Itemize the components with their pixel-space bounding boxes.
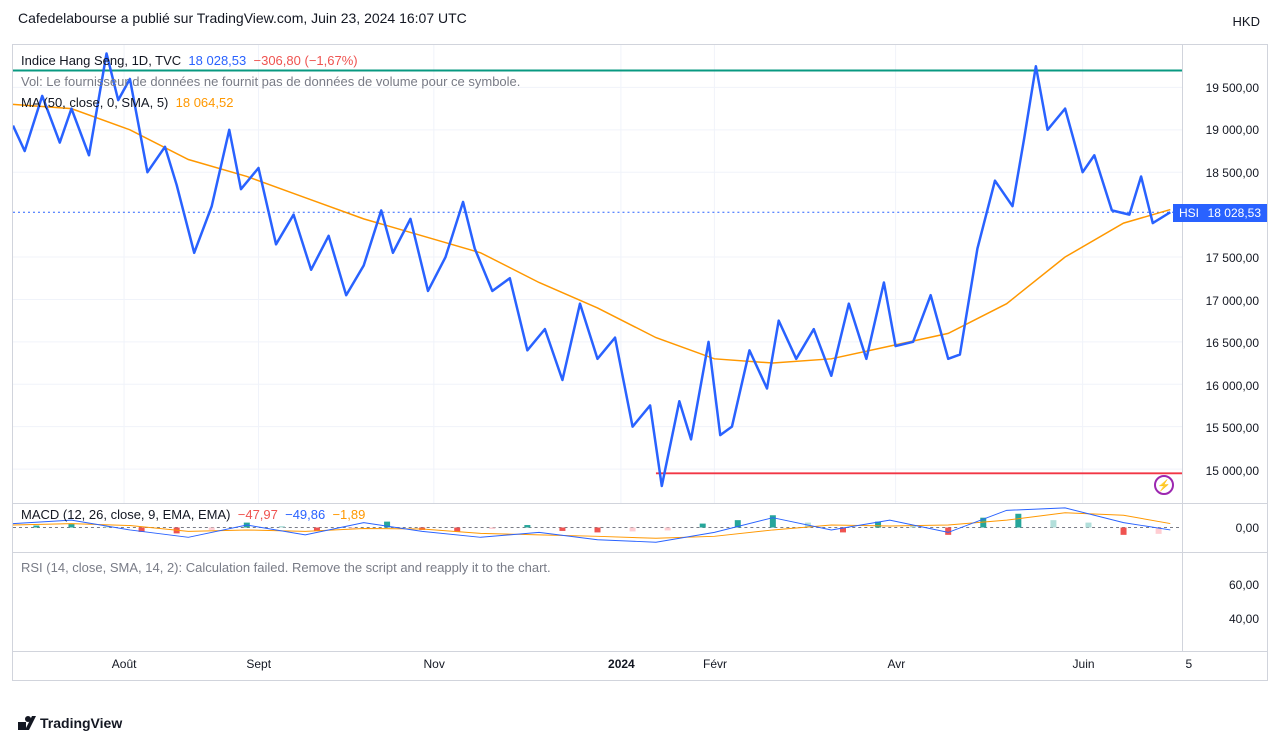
macd-label: MACD (12, 26, close, 9, EMA, EMA) [21,507,231,522]
x-tick: Août [112,657,137,671]
y-axis-rsi[interactable]: 60,00 40,00 [1182,552,1268,652]
y-tick: 19 500,00 [1206,81,1259,95]
y-tick: 0,00 [1236,521,1259,535]
macd-legend: MACD (12, 26, close, 9, EMA, EMA) −47,97… [21,505,365,526]
y-tick: 15 000,00 [1206,464,1259,478]
last-price: 18 028,53 [188,53,246,68]
publish-header: Cafedelabourse a publié sur TradingView.… [0,0,1280,32]
y-tick: 40,00 [1229,612,1259,626]
y-tick: 17 000,00 [1206,294,1259,308]
y-tick: 60,00 [1229,578,1259,592]
y-tick: 16 000,00 [1206,379,1259,393]
y-tick: 16 500,00 [1206,336,1259,350]
symbol-label: Indice Hang Seng, 1D, TVC [21,53,181,68]
main-legend: Indice Hang Seng, 1D, TVC 18 028,53 −306… [21,51,520,113]
main-chart-panel[interactable]: Indice Hang Seng, 1D, TVC 18 028,53 −306… [12,44,1182,504]
ma-label: MA (50, close, 0, SMA, 5) [21,95,168,110]
y-tick: 18 500,00 [1206,166,1259,180]
x-tick: Juin [1073,657,1095,671]
price-pct: (−1,67%) [304,53,357,68]
y-axis-main[interactable]: 19 500,0019 000,0018 500,00HSI18 028,531… [1182,44,1268,504]
y-tick: 15 500,00 [1206,421,1259,435]
tradingview-logo[interactable]: TradingView [18,715,122,731]
x-tick: Févr [703,657,727,671]
macd-v2: −49,86 [285,507,325,522]
rsi-legend: RSI (14, close, SMA, 14, 2): Calculation… [21,558,551,579]
y-axis-macd[interactable]: 0,00 [1182,503,1268,553]
flash-icon[interactable]: ⚡ [1154,475,1174,495]
volume-note: Vol: Le fournisseur de données ne fourni… [21,72,520,93]
x-tick: Nov [424,657,445,671]
y-tick: 17 500,00 [1206,251,1259,265]
currency-label: HKD [1233,14,1260,29]
macd-v1: −47,97 [238,507,278,522]
x-tick: Sept [246,657,271,671]
y-tick: 19 000,00 [1206,123,1259,137]
x-tick: Avr [887,657,905,671]
macd-v3: −1,89 [332,507,365,522]
rsi-panel[interactable]: RSI (14, close, SMA, 14, 2): Calculation… [12,552,1182,652]
price-change: −306,80 [254,53,301,68]
rsi-text: RSI (14, close, SMA, 14, 2): Calculation… [21,560,551,575]
current-price-tag: 18 028,53 [1202,204,1267,222]
x-axis[interactable]: Août Sept Nov 2024 Févr Avr Juin 5 [12,651,1268,681]
hsi-tag: HSI [1173,204,1205,222]
ma-value: 18 064,52 [176,95,234,110]
x-tick: 2024 [608,657,635,671]
x-tick: 5 [1186,657,1193,671]
macd-panel[interactable]: MACD (12, 26, close, 9, EMA, EMA) −47,97… [12,503,1182,553]
